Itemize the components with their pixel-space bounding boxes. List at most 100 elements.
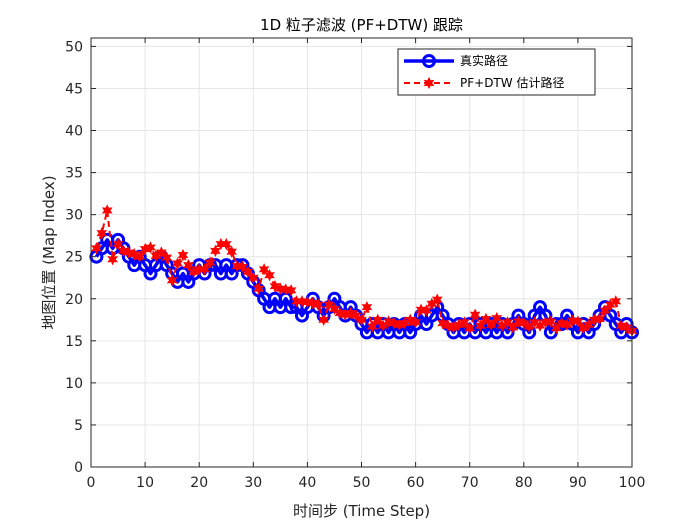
y-tick-label: 50 bbox=[65, 39, 83, 55]
data-point bbox=[237, 260, 248, 273]
x-axis-label: 时间步 (Time Step) bbox=[293, 502, 430, 520]
data-point bbox=[123, 246, 135, 259]
x-tick-label: 40 bbox=[298, 475, 316, 491]
data-point bbox=[183, 258, 194, 272]
legend-label: 真实路径 bbox=[460, 53, 508, 68]
data-point bbox=[172, 257, 183, 270]
x-tick-labels: 0 10 20 30 40 50 60 70 80 90 100 bbox=[87, 475, 646, 491]
data-point bbox=[323, 298, 335, 311]
data-point bbox=[383, 315, 394, 328]
data-point bbox=[107, 253, 118, 266]
legend-marker bbox=[422, 54, 436, 68]
data-point bbox=[464, 322, 476, 335]
data-point bbox=[485, 318, 497, 332]
data-point bbox=[458, 316, 470, 329]
data-point bbox=[91, 242, 102, 255]
data-point bbox=[166, 274, 178, 287]
data-point bbox=[388, 316, 400, 330]
data-point bbox=[312, 298, 324, 311]
data-point bbox=[253, 282, 265, 295]
data-point bbox=[112, 237, 124, 251]
data-point bbox=[518, 316, 530, 330]
data-point bbox=[220, 237, 232, 251]
data-point bbox=[437, 316, 448, 330]
x-tick-label: 10 bbox=[136, 475, 154, 491]
data-point bbox=[594, 312, 605, 326]
data-point bbox=[329, 302, 340, 316]
series-layer bbox=[89, 204, 639, 340]
data-point bbox=[161, 251, 173, 264]
data-point bbox=[345, 306, 357, 320]
data-point bbox=[529, 316, 540, 329]
chart-title: 1D 粒子滤波 (PF+DTW) 跟踪 bbox=[260, 16, 463, 34]
y-tick-label: 5 bbox=[74, 418, 83, 434]
data-point bbox=[513, 315, 524, 328]
x-tick-label: 70 bbox=[461, 475, 479, 491]
data-point bbox=[421, 304, 432, 317]
data-point bbox=[334, 306, 346, 320]
y-tick-label: 0 bbox=[74, 460, 83, 476]
data-point bbox=[361, 301, 373, 314]
data-point bbox=[307, 296, 319, 310]
legend-label: PF+DTW 估计路径 bbox=[460, 75, 564, 90]
y-tick-labels: 0 5 10 15 20 25 30 35 40 45 50 bbox=[65, 39, 83, 476]
data-point bbox=[502, 316, 513, 329]
legend-marker bbox=[423, 76, 435, 90]
data-point bbox=[572, 315, 584, 328]
data-point bbox=[475, 319, 486, 332]
data-point bbox=[258, 263, 270, 276]
data-point bbox=[101, 204, 113, 217]
data-point bbox=[134, 250, 146, 263]
y-tick-label: 35 bbox=[65, 166, 83, 182]
y-tick-label: 25 bbox=[65, 250, 83, 266]
series-estimated-path bbox=[91, 204, 638, 337]
y-tick-label: 30 bbox=[65, 208, 83, 224]
data-point bbox=[269, 279, 281, 293]
x-tick-label: 60 bbox=[407, 475, 425, 491]
ticks bbox=[90, 38, 633, 468]
data-point bbox=[442, 319, 454, 332]
data-point bbox=[410, 316, 421, 329]
data-point bbox=[128, 248, 140, 261]
y-tick-label: 40 bbox=[65, 124, 83, 140]
x-tick-label: 20 bbox=[190, 475, 208, 491]
data-point bbox=[226, 245, 238, 258]
legend-item-estimated-path[interactable]: PF+DTW 估计路径 bbox=[404, 75, 564, 90]
legend[interactable]: 真实路径 PF+DTW 估计路径 bbox=[397, 48, 596, 96]
data-point bbox=[350, 309, 362, 322]
data-point bbox=[491, 311, 503, 325]
data-point bbox=[242, 265, 254, 279]
data-point bbox=[366, 320, 378, 333]
data-point bbox=[469, 308, 481, 321]
data-point bbox=[264, 269, 275, 282]
data-point bbox=[177, 248, 189, 262]
x-tick-label: 30 bbox=[244, 475, 262, 491]
data-point bbox=[145, 241, 156, 254]
data-point bbox=[118, 244, 129, 257]
y-tick-label: 45 bbox=[65, 81, 83, 97]
data-point bbox=[545, 315, 557, 328]
data-point bbox=[431, 293, 443, 306]
data-point bbox=[610, 295, 622, 308]
y-tick-label: 20 bbox=[65, 292, 83, 308]
data-point bbox=[96, 226, 108, 240]
x-tick-label: 90 bbox=[569, 475, 587, 491]
x-tick-label: 0 bbox=[87, 475, 96, 491]
y-tick-label: 15 bbox=[65, 334, 83, 350]
data-point bbox=[204, 256, 216, 269]
data-point bbox=[285, 284, 297, 297]
data-point bbox=[615, 319, 627, 332]
x-tick-label: 100 bbox=[619, 475, 646, 491]
data-point bbox=[372, 313, 384, 326]
legend-item-true-path[interactable]: 真实路径 bbox=[404, 53, 508, 68]
data-point bbox=[210, 244, 221, 257]
y-tick-label: 10 bbox=[65, 376, 83, 392]
y-axis-label: 地图位置 (Map Index) bbox=[40, 175, 58, 329]
data-point bbox=[318, 313, 329, 326]
data-point bbox=[404, 313, 416, 326]
data-point bbox=[155, 246, 167, 259]
data-point bbox=[621, 321, 632, 334]
data-point bbox=[556, 316, 568, 330]
